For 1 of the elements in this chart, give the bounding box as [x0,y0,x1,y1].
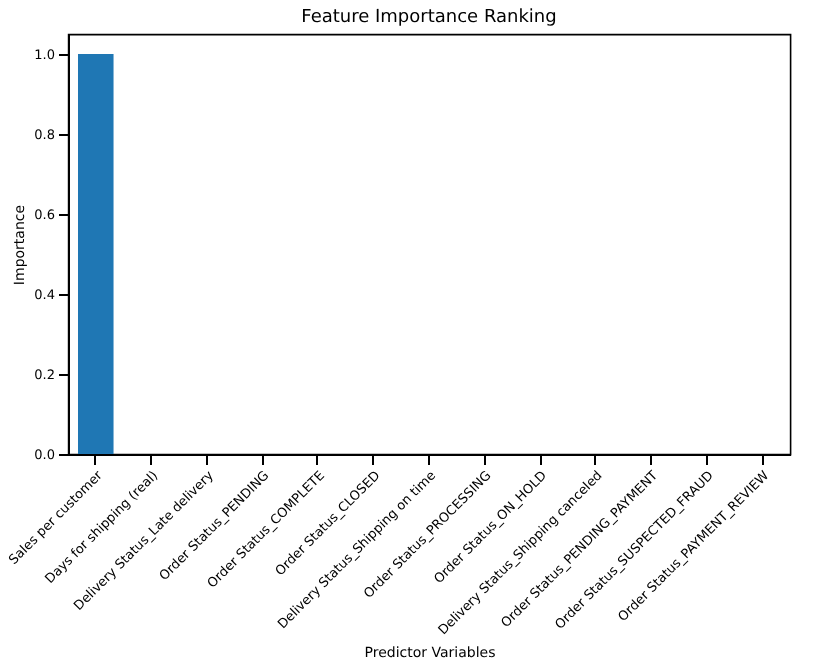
chart-title: Feature Importance Ranking [301,8,557,28]
